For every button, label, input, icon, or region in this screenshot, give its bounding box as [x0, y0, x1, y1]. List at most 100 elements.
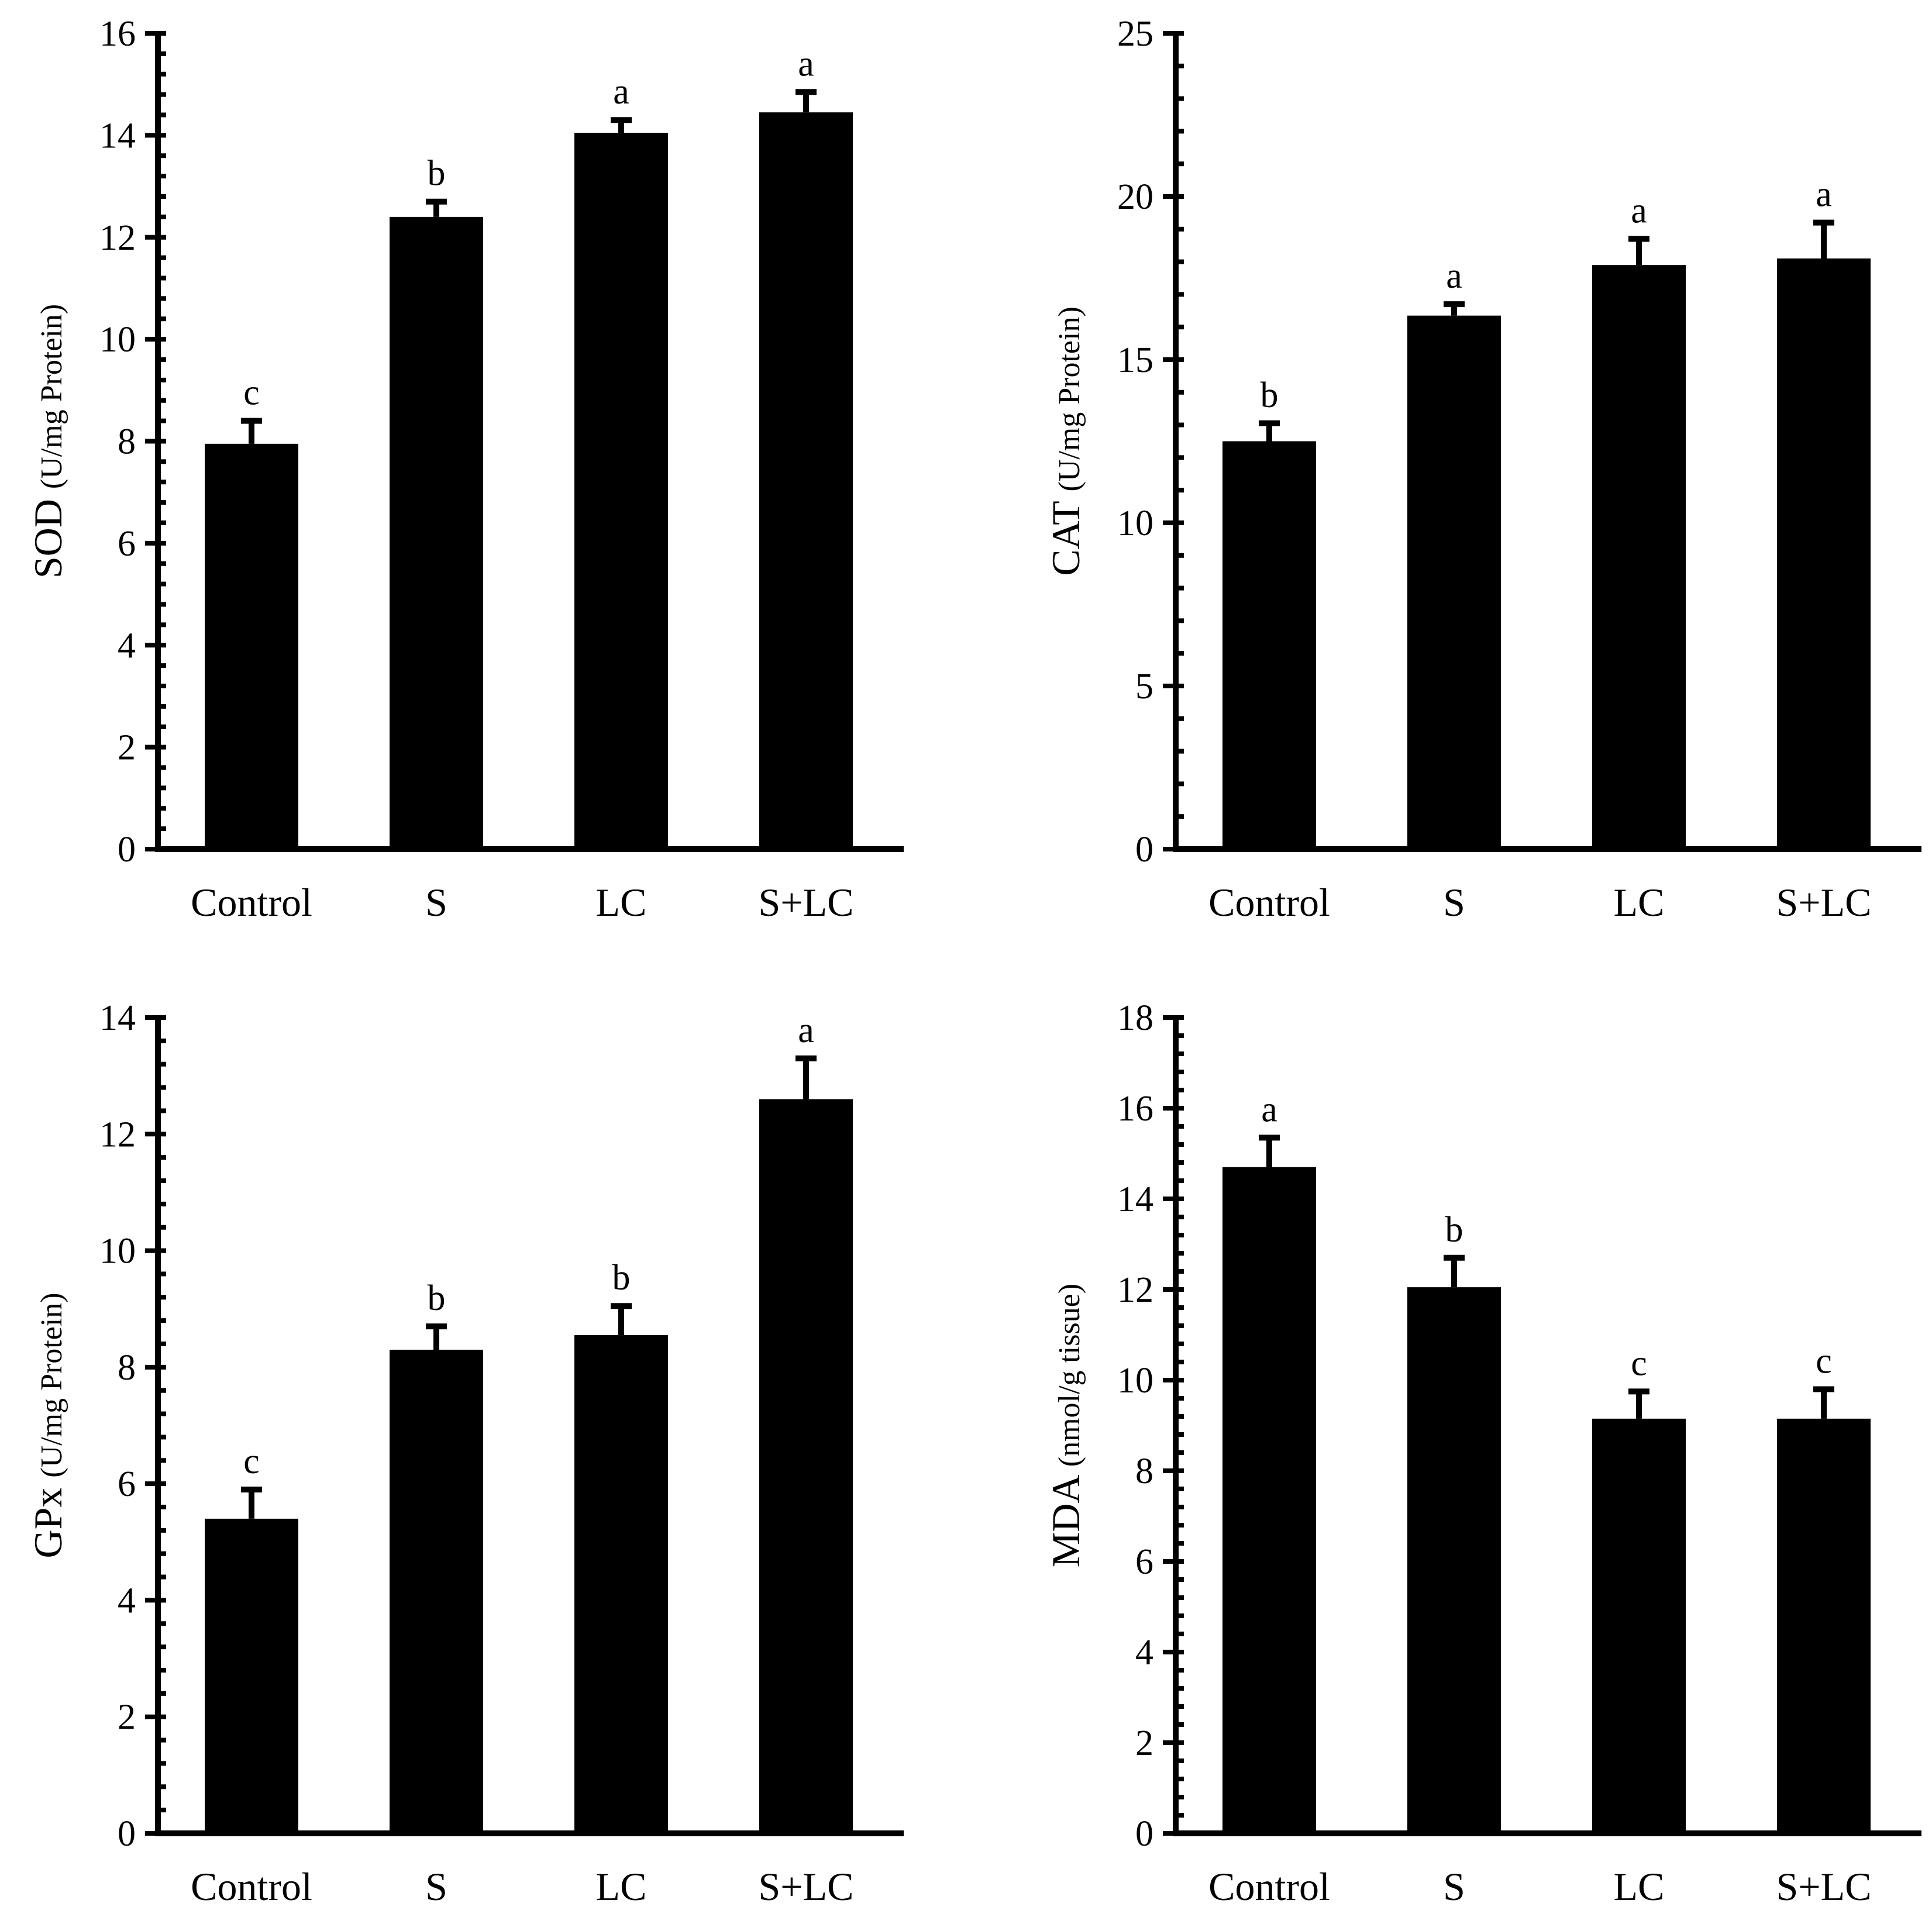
significance-label: b: [1445, 1210, 1463, 1250]
x-tick-label: LC: [596, 1864, 647, 1909]
y-tick-label: 8: [118, 422, 136, 462]
y-tick-label: 14: [1117, 1180, 1153, 1219]
y-tick-label: 4: [1135, 1633, 1153, 1673]
chart-panel-sod: c Control b Sa LC a S+LC 0 2 4 6 8 10 12 14 16 SOD (U/mg…: [26, 14, 904, 925]
bar-s: [390, 216, 483, 849]
y-axis-label: CAT (U/mg Protein): [1044, 306, 1088, 576]
y-tick-label: 4: [118, 1581, 136, 1620]
x-tick-label: S: [1443, 1864, 1465, 1909]
y-axis-label-unit: (U/mg Protein): [35, 304, 68, 489]
x-tick-label: LC: [596, 880, 647, 925]
significance-label: b: [1261, 375, 1279, 415]
y-tick-label: 14: [99, 998, 136, 1038]
significance-label: c: [1816, 1342, 1832, 1381]
y-tick-label: 0: [118, 1814, 136, 1854]
significance-label: a: [798, 1011, 814, 1050]
y-tick-label: 8: [1135, 1451, 1153, 1491]
y-axis-label-space: [26, 489, 70, 499]
y-tick-label: 8: [118, 1348, 136, 1388]
y-axis-label: GPx (U/mg Protein): [26, 1292, 70, 1558]
y-tick-label: 12: [99, 218, 136, 258]
y-axis-label-measure: MDA: [1044, 1475, 1088, 1568]
bar-s-plus-lc: [1777, 258, 1871, 849]
y-axis-label-space: [26, 1478, 70, 1488]
y-tick-label: 25: [1117, 14, 1153, 54]
significance-label: c: [243, 373, 260, 413]
y-tick-label: 10: [1117, 1361, 1153, 1401]
y-axis-label-measure: SOD: [26, 499, 70, 578]
y-tick-label: 0: [1135, 830, 1153, 870]
y-tick-label: 20: [1117, 177, 1153, 217]
x-tick-label: S+LC: [1776, 880, 1871, 925]
bar-control: [205, 443, 298, 849]
bar-s-plus-lc: [1777, 1418, 1871, 1833]
x-tick-label: S: [425, 880, 447, 925]
significance-label: c: [243, 1442, 260, 1481]
bar-lc: [574, 1335, 668, 1833]
y-tick-label: 4: [118, 626, 136, 666]
bar-control: [1222, 441, 1316, 849]
y-axis-label-measure: GPx: [26, 1488, 70, 1558]
y-axis-label-unit: (U/mg Protein): [1053, 306, 1086, 491]
y-tick-label: 5: [1135, 667, 1153, 706]
chart-panel-gpx: c Control b Sb LC a S+LC 0 2 4 6 8 10 12 14 GPx (U/mg P…: [26, 998, 904, 1909]
y-tick-label: 15: [1117, 340, 1153, 380]
significance-label: b: [428, 154, 446, 194]
y-tick-label: 12: [99, 1115, 136, 1154]
x-tick-label: S+LC: [758, 880, 853, 925]
significance-label: a: [613, 72, 629, 112]
bar-lc: [574, 133, 668, 849]
bar-s: [1407, 315, 1501, 849]
significance-label: b: [428, 1278, 446, 1318]
bar-s-plus-lc: [759, 1099, 853, 1833]
x-tick-label: LC: [1614, 880, 1665, 925]
significance-label: a: [1816, 175, 1832, 215]
chart-panel-cat: b Control a Sa LC a S+LC 0 5 10 15 20 25 CAT (U/mg Pr…: [1044, 14, 1921, 925]
y-tick-label: 0: [1135, 1814, 1153, 1854]
y-axis-label: SOD (U/mg Protein): [26, 304, 70, 578]
y-tick-label: 14: [99, 116, 136, 156]
y-axis-label-unit: (U/mg Protein): [35, 1292, 68, 1477]
y-tick-label: 18: [1117, 998, 1153, 1038]
x-tick-label: LC: [1614, 1864, 1665, 1909]
significance-label: b: [612, 1258, 631, 1298]
y-axis-label: MDA (nmol/g tissue): [1044, 1284, 1088, 1567]
y-tick-label: 10: [99, 320, 136, 360]
bar-s: [1407, 1287, 1501, 1833]
x-tick-label: Control: [191, 880, 312, 925]
bar-s: [390, 1349, 483, 1833]
y-tick-label: 6: [118, 1464, 136, 1504]
y-axis-label-unit: (nmol/g tissue): [1053, 1284, 1086, 1467]
y-tick-label: 10: [1117, 504, 1153, 543]
bar-lc: [1592, 1418, 1686, 1833]
x-tick-label: Control: [191, 1864, 312, 1909]
y-tick-label: 0: [118, 830, 136, 870]
x-tick-label: Control: [1208, 880, 1330, 925]
bar-lc: [1592, 265, 1686, 849]
y-tick-label: 10: [99, 1232, 136, 1271]
significance-label: c: [1631, 1343, 1647, 1383]
y-tick-label: 12: [1117, 1270, 1153, 1310]
y-tick-label: 6: [1135, 1542, 1153, 1582]
x-tick-label: S+LC: [758, 1864, 853, 1909]
significance-label: a: [1261, 1089, 1277, 1129]
significance-label: a: [798, 44, 814, 84]
y-axis-label-measure: CAT: [1044, 501, 1088, 576]
y-tick-label: 16: [99, 14, 136, 54]
y-tick-label: 2: [118, 728, 136, 768]
y-tick-label: 2: [1135, 1723, 1153, 1763]
y-axis-label-space: [1044, 1467, 1088, 1477]
x-tick-label: S+LC: [1776, 1864, 1871, 1909]
bar-s-plus-lc: [759, 112, 853, 849]
x-tick-label: S: [425, 1864, 447, 1909]
y-tick-label: 2: [118, 1698, 136, 1737]
x-tick-label: Control: [1208, 1864, 1330, 1909]
y-tick-label: 16: [1117, 1089, 1153, 1129]
y-axis-label-space: [1044, 492, 1088, 502]
bar-control: [1222, 1167, 1316, 1833]
significance-label: a: [1446, 256, 1462, 296]
x-tick-label: S: [1443, 880, 1465, 925]
chart-panel-mda: a Control b Sc LC c S+LC 0 2 4 6 8 10 12 14 16 18 MDA (nm…: [1044, 998, 1921, 1909]
bar-control: [205, 1518, 298, 1833]
